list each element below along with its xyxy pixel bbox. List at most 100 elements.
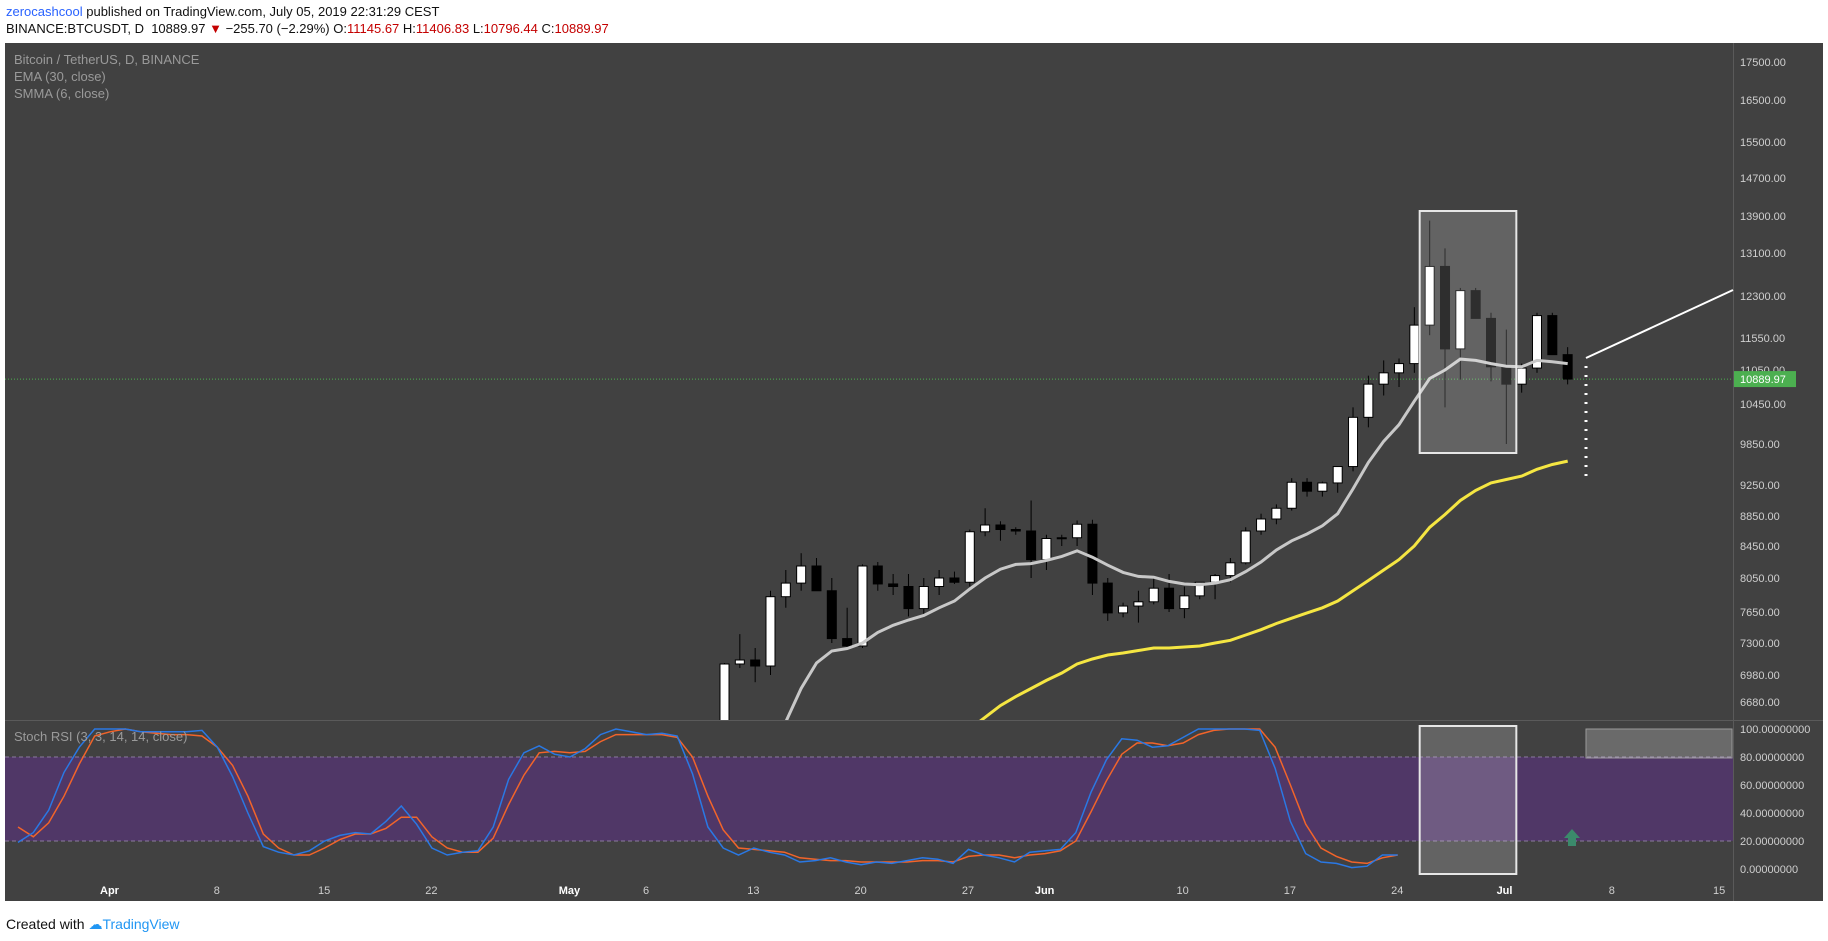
candle — [903, 574, 914, 617]
stoch-tick-label: 20.00000000 — [1740, 836, 1804, 848]
candle-body — [934, 577, 945, 587]
tradingview-logo-icon[interactable]: ☁ — [88, 916, 103, 932]
candle-body — [1118, 605, 1129, 614]
price-axis[interactable] — [1733, 43, 1823, 876]
candle-body — [1363, 383, 1374, 418]
candle — [980, 508, 991, 537]
candle — [1378, 360, 1389, 396]
open-label: O: — [333, 21, 347, 36]
high-value: 11406.83 — [415, 21, 470, 36]
tradingview-brand[interactable]: TradingView — [102, 916, 180, 932]
candle — [1332, 466, 1343, 493]
smma-legend: SMMA (6, close) — [14, 86, 109, 101]
candle-body — [765, 596, 776, 667]
candle-body — [1148, 587, 1159, 603]
candle — [1547, 312, 1558, 356]
candle-body — [811, 565, 822, 592]
candle-body — [842, 638, 853, 647]
price-tick-label: 8050.00 — [1740, 573, 1780, 585]
price-change: −255.70 (−2.29%) — [225, 21, 330, 36]
candle — [1102, 578, 1113, 621]
price-tick-label: 9250.00 — [1740, 480, 1780, 492]
time-axis-ticks: Apr 8 15 22 May 6 13 20 27 Jun 10 17 24 Jul 8 15 — [100, 885, 1725, 897]
candle — [964, 529, 975, 587]
time-tick-label: 8 — [214, 885, 220, 897]
candle-body — [888, 583, 899, 588]
candle-body — [780, 582, 791, 598]
publish-line: zerocashcool published on TradingView.co… — [6, 4, 439, 19]
price-tick-label: 13900.00 — [1740, 211, 1786, 223]
candle-body — [1440, 265, 1451, 350]
time-tick-label: 20 — [855, 885, 867, 897]
low-label: L: — [472, 21, 484, 36]
candle-body — [857, 565, 868, 647]
candle — [796, 553, 807, 591]
candle-body — [1271, 507, 1282, 520]
candle — [1118, 602, 1129, 618]
candle-body — [826, 590, 837, 640]
candle — [1455, 287, 1466, 380]
candle-body — [1302, 481, 1313, 492]
candle-body — [1409, 324, 1420, 365]
price-tick-label: 6980.00 — [1740, 670, 1780, 682]
price-tick-label: 15500.00 — [1740, 137, 1786, 149]
candle-body — [1332, 466, 1343, 484]
stoch-highlight-box[interactable] — [1418, 725, 1518, 875]
ema-line — [979, 459, 1569, 720]
trend-line[interactable] — [1585, 289, 1734, 359]
price-tick-label: 6680.00 — [1740, 697, 1780, 709]
candle-body — [949, 577, 960, 583]
candle — [1394, 358, 1405, 387]
time-axis[interactable] — [5, 876, 1823, 901]
close-value: 10889.97 — [554, 21, 609, 36]
candle — [826, 578, 837, 643]
author-link[interactable]: zerocashcool — [6, 4, 83, 19]
open-value: 11145.67 — [347, 21, 400, 36]
candle — [734, 634, 745, 668]
price-axis-ticks: 17500.00 16500.00 15500.00 14700.00 13900.00… — [1740, 57, 1786, 709]
candle — [1286, 478, 1297, 511]
time-tick-label: 22 — [425, 885, 437, 897]
price-tick-label: 11550.00 — [1740, 333, 1785, 345]
time-tick-label: 8 — [1609, 885, 1615, 897]
candle — [1562, 347, 1573, 385]
candle-body — [1424, 265, 1435, 326]
candle-body — [1531, 315, 1542, 369]
candle-body — [1056, 537, 1067, 540]
stoch-target-box[interactable] — [1585, 728, 1733, 759]
candle — [857, 564, 868, 648]
candle-body — [1470, 290, 1481, 319]
time-tick-label: May — [559, 885, 581, 897]
candle — [995, 521, 1006, 541]
ema-legend: EMA (30, close) — [14, 69, 106, 84]
time-tick-label: Jul — [1497, 885, 1513, 897]
candle — [934, 570, 945, 595]
candle-body — [980, 524, 991, 533]
candle — [1486, 312, 1496, 382]
candle-body — [1164, 587, 1175, 610]
published-text: published on TradingView.com, July 05, 2… — [86, 4, 440, 19]
candle-body — [1026, 530, 1037, 561]
price-tick-label: 7650.00 — [1740, 607, 1780, 619]
candle-body — [719, 663, 730, 720]
candle — [872, 562, 883, 591]
candle — [1133, 590, 1144, 623]
candle — [1363, 375, 1374, 428]
candle-body — [1225, 562, 1236, 577]
candle — [811, 558, 822, 592]
highlight-box[interactable] — [1418, 210, 1518, 454]
time-tick-label: Jun — [1035, 885, 1055, 897]
candle-body — [1072, 523, 1083, 539]
candle-body — [964, 531, 975, 583]
time-tick-label: 10 — [1176, 885, 1188, 897]
candle-body — [1455, 290, 1466, 350]
time-tick-label: 15 — [1713, 885, 1725, 897]
price-tick-label: 7300.00 — [1740, 638, 1780, 650]
candle-body — [1194, 581, 1205, 597]
up-arrow-icon[interactable] — [1564, 829, 1580, 846]
stoch-tick-label: 60.00000000 — [1740, 780, 1804, 792]
price-badge-bg — [1734, 371, 1796, 388]
candle-body — [995, 524, 1006, 530]
stoch-tick-label: 40.00000000 — [1740, 808, 1804, 820]
